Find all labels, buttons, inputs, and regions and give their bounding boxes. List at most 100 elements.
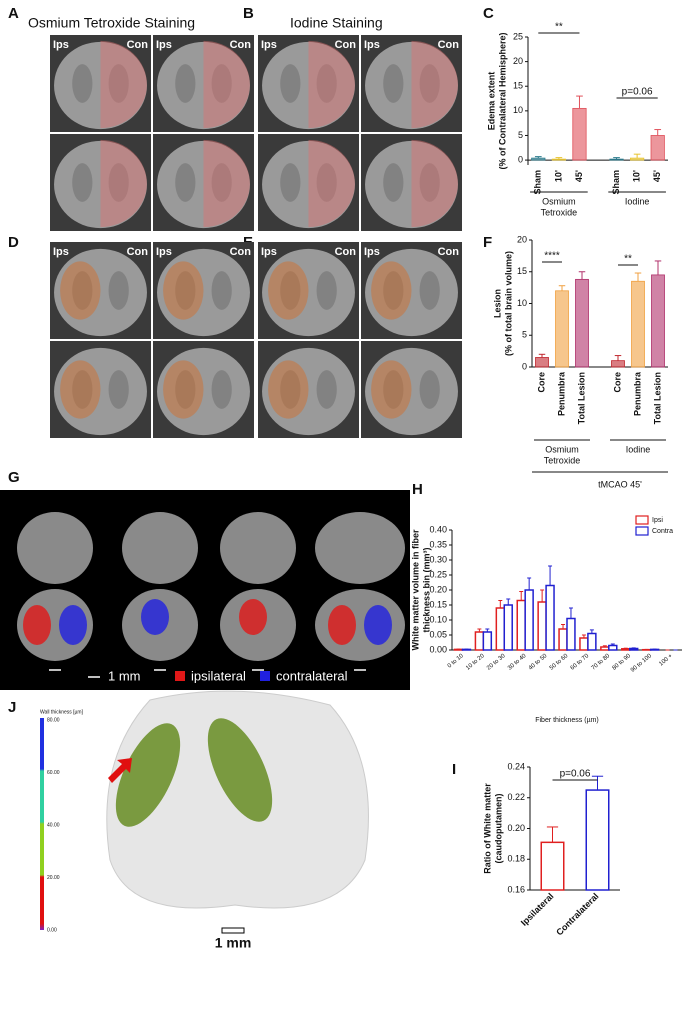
arrow	[108, 758, 132, 783]
y-tick-label: 10	[513, 105, 523, 115]
ventricle	[316, 163, 337, 202]
panel-letter: I	[452, 761, 456, 778]
bar	[531, 157, 546, 161]
x-tick-label: 10'	[553, 170, 563, 182]
ventricle	[108, 271, 129, 310]
legend-swatch	[635, 526, 649, 536]
fiber-cloud	[59, 605, 87, 645]
ventricle	[316, 64, 337, 103]
y-axis-label: Lesion	[492, 289, 502, 318]
x-tick-label: Sham	[611, 170, 621, 195]
scale-bar	[221, 927, 245, 934]
bar	[628, 647, 639, 651]
panel-letter: A	[8, 5, 19, 22]
y-axis-label: (% of total brain volume)	[503, 251, 513, 356]
ventricle	[419, 271, 440, 310]
bar	[551, 158, 566, 161]
brain-slice	[262, 140, 355, 229]
x-tick-label: 100 +	[658, 653, 674, 668]
group-label: Iodine	[625, 196, 650, 206]
y-tick-label: 0.30	[429, 554, 447, 564]
group-label: tMCAO 45'	[598, 479, 642, 489]
bar	[535, 357, 549, 368]
lesion-overlay	[163, 360, 204, 419]
annotation: p=0.06	[560, 769, 591, 780]
bar	[558, 628, 568, 651]
y-tick-label: 25	[513, 31, 523, 41]
lesion-overlay	[371, 261, 412, 320]
panel-letter: G	[8, 469, 20, 486]
y-tick-label: 0.05	[429, 629, 447, 639]
x-tick-label: Penumbra	[556, 371, 566, 416]
ventricle	[419, 370, 440, 409]
bar	[585, 789, 610, 891]
y-tick-label: 20	[517, 234, 527, 244]
legend-label: Ipsi	[652, 517, 663, 524]
x-tick-label: 20 to 30	[486, 653, 507, 672]
side-label: Ips	[53, 39, 69, 51]
group-label: Tetroxide	[541, 207, 578, 217]
y-axis-label: thickness bin (mm³)	[421, 547, 431, 632]
bar	[474, 631, 485, 651]
y-tick-label: 0.24	[507, 761, 525, 771]
y-tick-label: 0.20	[507, 823, 525, 833]
edema-overlay	[203, 139, 250, 228]
white-matter-3d	[115, 723, 181, 827]
ventricle	[419, 64, 440, 103]
annotation: ****	[544, 251, 560, 262]
colorbar	[40, 718, 44, 930]
side-label: Con	[438, 39, 460, 51]
x-tick-label: 10'	[631, 170, 641, 182]
brain-slice	[157, 140, 250, 229]
side-label: Ips	[156, 39, 172, 51]
bar	[609, 158, 624, 161]
panel-title: Osmium Tetroxide Staining	[28, 15, 195, 31]
side-label: Con	[230, 246, 252, 258]
y-axis-label: Ratio of White matter	[482, 783, 492, 874]
edema-overlay	[411, 139, 458, 228]
x-tick-label: Core	[612, 372, 622, 393]
y-tick-label: 5	[522, 330, 527, 340]
x-tick-label: Sham	[533, 170, 543, 195]
lesion-overlay	[163, 261, 204, 320]
y-tick-label: 0.18	[507, 854, 525, 864]
bar	[545, 584, 555, 651]
side-label: Con	[335, 246, 357, 258]
x-tick-label: 40 to 50	[528, 653, 549, 672]
slice-thumb	[220, 512, 296, 584]
bar	[524, 589, 534, 651]
y-tick-label: 0.16	[507, 884, 525, 894]
lesion-overlay	[371, 360, 412, 419]
y-tick-label: 0.25	[429, 569, 447, 579]
panel-letter: J	[8, 699, 16, 716]
y-tick-label: 0.22	[507, 792, 525, 802]
x-tick-label: Total Lesion	[652, 372, 662, 424]
bar	[651, 274, 665, 368]
y-tick-label: 0.20	[429, 584, 447, 594]
bar	[537, 601, 547, 651]
bar	[482, 631, 493, 651]
side-label: Con	[127, 39, 149, 51]
ventricle	[108, 163, 129, 202]
ventricle	[72, 64, 93, 103]
x-tick-label: 90 to 100	[630, 653, 654, 674]
x-tick-label: 50 to 60	[549, 653, 570, 672]
fiber-cloud	[239, 599, 267, 635]
brain-slice	[54, 41, 147, 130]
edema-overlay	[308, 40, 355, 129]
group-label: Tetroxide	[544, 455, 581, 465]
bar	[572, 107, 587, 161]
bar	[516, 599, 526, 651]
bar	[600, 646, 610, 651]
colorbar-label: 40.00	[47, 822, 60, 828]
y-axis-label: Edema extent	[486, 72, 496, 131]
y-tick-label: 10	[517, 298, 527, 308]
brain-slice	[157, 41, 250, 130]
bar	[608, 644, 618, 651]
x-axis-label: Fiber thickness (µm)	[535, 717, 599, 724]
bar	[495, 607, 506, 651]
colorbar-label: 0.00	[47, 927, 57, 933]
x-tick-label: Core	[536, 372, 546, 393]
y-axis-label: (caudoputamen)	[493, 793, 503, 863]
bar	[611, 360, 625, 368]
